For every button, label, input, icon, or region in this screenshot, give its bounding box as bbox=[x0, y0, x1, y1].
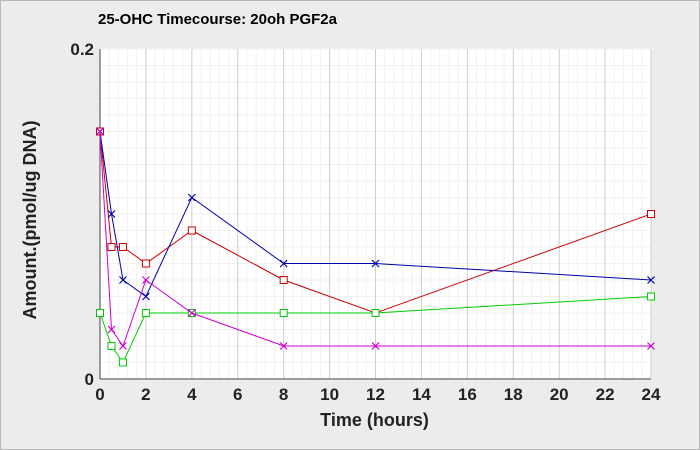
data-point bbox=[279, 342, 288, 350]
data-point bbox=[187, 226, 196, 235]
x-tick-label: 20 bbox=[550, 385, 569, 404]
x-tick-label: 18 bbox=[504, 385, 523, 404]
data-point bbox=[107, 243, 116, 251]
data-point bbox=[187, 193, 196, 202]
data-point bbox=[96, 127, 104, 136]
y-tick-label: 0.2 bbox=[70, 40, 94, 59]
data-point bbox=[647, 210, 655, 218]
series-4 bbox=[96, 127, 655, 350]
data-point bbox=[119, 276, 127, 284]
data-point bbox=[187, 309, 196, 317]
data-point bbox=[371, 342, 380, 350]
y-axis-title: Amount.(pmol/ug DNA) bbox=[20, 121, 40, 320]
data-point bbox=[647, 276, 655, 284]
data-point bbox=[96, 309, 104, 317]
data-point bbox=[118, 358, 127, 367]
x-tick-label: 24 bbox=[642, 385, 661, 404]
x-tick-label: 2 bbox=[141, 385, 150, 404]
data-point bbox=[141, 276, 150, 284]
x-tick-label: 22 bbox=[596, 385, 615, 404]
data-point bbox=[279, 276, 288, 284]
data-point bbox=[371, 259, 380, 268]
data-point bbox=[647, 292, 655, 301]
x-tick-label: 12 bbox=[366, 385, 385, 404]
data-point bbox=[141, 309, 150, 317]
data-point bbox=[119, 342, 127, 350]
data-point bbox=[279, 259, 288, 268]
x-tick-label: 10 bbox=[320, 385, 339, 404]
x-axis-title: Time (hours) bbox=[320, 410, 429, 430]
y-tick-label: 0 bbox=[85, 370, 94, 389]
data-point bbox=[107, 325, 116, 334]
data-point bbox=[118, 243, 127, 251]
data-point bbox=[141, 292, 150, 301]
data-point bbox=[107, 210, 116, 218]
x-tick-label: 6 bbox=[233, 385, 242, 404]
x-tick-label: 0 bbox=[95, 385, 104, 404]
x-tick-label: 16 bbox=[458, 385, 477, 404]
data-point bbox=[371, 309, 380, 317]
series-line bbox=[99, 131, 652, 298]
data-point bbox=[279, 309, 288, 317]
x-tick-label: 8 bbox=[279, 385, 288, 404]
data-point bbox=[141, 259, 150, 268]
chart-title: 25-OHC Timecourse: 20oh PGF2a bbox=[98, 11, 337, 28]
x-tick-label: 14 bbox=[412, 385, 431, 404]
data-point bbox=[107, 342, 116, 350]
x-tick-label: 4 bbox=[187, 385, 197, 404]
data-point bbox=[647, 342, 655, 350]
